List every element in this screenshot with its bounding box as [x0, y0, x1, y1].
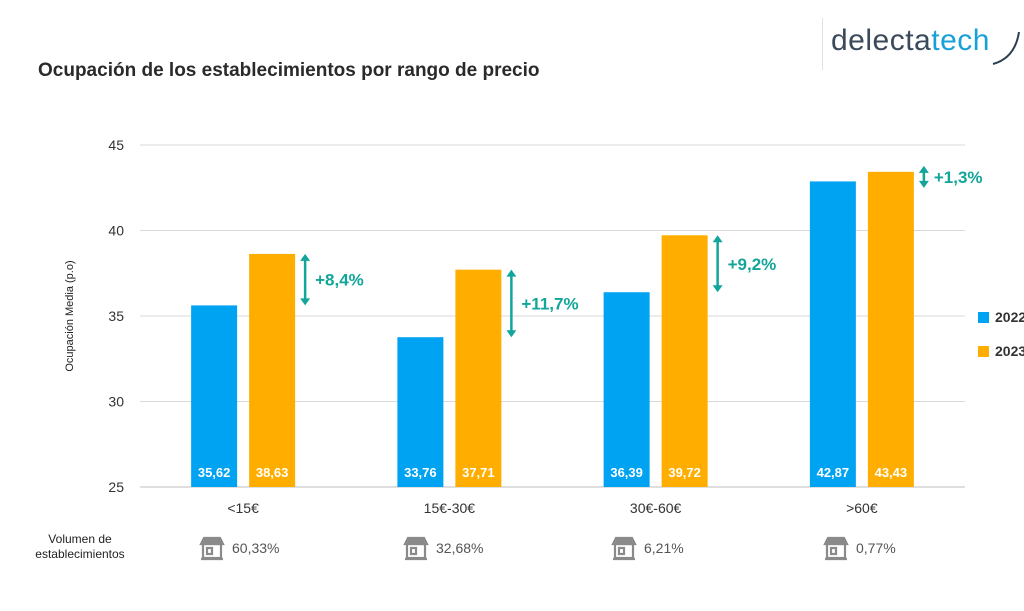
- x-tick-label: 15€-30€: [424, 500, 476, 516]
- y-tick-label: 25: [108, 479, 124, 495]
- bar-2023: [249, 253, 296, 487]
- change-arrow-head-down: [300, 298, 311, 306]
- volume-item: 60,33%: [198, 535, 279, 561]
- data-label: 33,76: [404, 465, 437, 480]
- volume-item: 0,77%: [822, 535, 896, 561]
- volume-value: 6,21%: [644, 540, 684, 556]
- logo-text-part2: tech: [931, 24, 990, 57]
- logo-text-part1: delecta: [831, 24, 932, 57]
- bar-2023: [455, 269, 502, 487]
- bar-2022: [809, 181, 856, 487]
- volume-value: 0,77%: [856, 540, 896, 556]
- legend: 2022 2023: [978, 300, 1024, 368]
- legend-label: 2022: [995, 309, 1024, 325]
- data-label: 39,72: [668, 465, 701, 480]
- change-arrow-head-down: [712, 285, 723, 293]
- building-icon: [199, 536, 225, 561]
- building-icon: [611, 536, 637, 561]
- building-icon: [403, 536, 429, 561]
- y-tick-label: 40: [108, 223, 124, 239]
- bar-2023: [867, 171, 914, 488]
- change-arrow-head-down: [506, 330, 517, 338]
- volume-item: 32,68%: [402, 535, 483, 561]
- x-tick-label: 30€-60€: [630, 500, 682, 516]
- volume-item: 6,21%: [610, 535, 684, 561]
- legend-swatch: [978, 345, 989, 357]
- change-arrow-head-up: [300, 253, 311, 261]
- volume-label-line1: Volumen de: [48, 532, 112, 546]
- volume-label-line2: establecimientos: [35, 547, 125, 561]
- legend-item-2022: 2022: [978, 300, 1024, 334]
- legend-item-2023: 2023: [978, 334, 1024, 368]
- change-arrow-head-up: [712, 235, 723, 243]
- data-label: 36,39: [610, 465, 643, 480]
- bar-2023: [661, 235, 708, 487]
- change-arrow-head-up: [918, 165, 929, 173]
- logo-wordmark: delectatech: [831, 24, 990, 58]
- change-label: +9,2%: [728, 255, 777, 274]
- data-label: 38,63: [256, 465, 289, 480]
- bar-2022: [397, 337, 444, 487]
- legend-swatch: [978, 311, 989, 323]
- bar-2022: [603, 292, 650, 487]
- legend-label: 2023: [995, 343, 1024, 359]
- change-arrow-head-up: [506, 269, 517, 277]
- y-tick-label: 30: [108, 394, 124, 410]
- delectatech-logo: delectatech: [822, 18, 1024, 70]
- x-tick-label: <15€: [227, 500, 259, 516]
- volume-label: Volumen de establecimientos: [30, 532, 130, 562]
- bar-2022: [191, 305, 238, 487]
- change-label: +11,7%: [521, 294, 578, 313]
- change-label: +8,4%: [315, 271, 364, 290]
- data-label: 37,71: [462, 465, 495, 480]
- data-label: 42,87: [817, 465, 850, 480]
- logo-swoosh-icon: [992, 31, 1020, 65]
- data-label: 43,43: [875, 465, 908, 480]
- y-tick-label: 35: [108, 308, 124, 324]
- x-tick-label: >60€: [846, 500, 878, 516]
- data-label: 35,62: [198, 465, 231, 480]
- building-icon: [823, 536, 849, 561]
- y-tick-label: 45: [108, 137, 124, 153]
- change-arrow-head-down: [918, 180, 929, 188]
- chart-title: Ocupación de los establecimientos por ra…: [38, 60, 540, 81]
- change-label: +1,3%: [934, 168, 983, 187]
- volume-value: 32,68%: [436, 540, 484, 556]
- volume-value: 60,33%: [232, 540, 280, 556]
